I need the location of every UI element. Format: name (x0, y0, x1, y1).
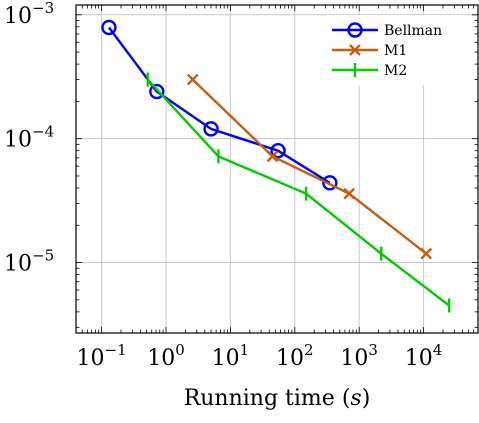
series-m1 (186, 73, 433, 260)
legend-entry: M1 (332, 43, 407, 59)
x-tick-label: 103 (340, 341, 378, 371)
series-m2 (146, 72, 451, 313)
x-tick-label: 10−1 (77, 341, 127, 371)
series-line-m1 (191, 78, 427, 255)
x-axis-label-text: Running time (184, 386, 335, 411)
x-tick-labels: 10−1 100 101 102 103 104 (77, 341, 443, 371)
x-tick-label-base: 10 (405, 346, 433, 371)
x-tick-label-exponent: 3 (368, 341, 378, 359)
x-tick-label-exponent: 0 (175, 341, 185, 359)
x-tick-label: 104 (405, 341, 443, 371)
x-tick-label-exponent: 2 (304, 341, 314, 359)
legend-label: M1 (384, 43, 407, 59)
x-tick-label: 100 (147, 341, 185, 371)
legend-label: Bellman (384, 23, 442, 39)
data-point-m1 (420, 247, 433, 260)
data-point-m1 (266, 150, 279, 163)
data-point-m1 (343, 187, 356, 200)
y-tick-label-base: 10 (4, 128, 32, 153)
x-tick-label-exponent: 1 (240, 341, 250, 359)
y-tick-label: 10−4 (4, 123, 54, 153)
x-tick-label: 102 (276, 341, 314, 371)
y-tick-label-exponent: −5 (32, 247, 54, 265)
y-tick-label: 10−5 (4, 247, 54, 277)
legend-marker (349, 44, 361, 56)
plot-frame (75, 4, 479, 334)
x-tick-label-base: 10 (77, 346, 105, 371)
x-tick-label-exponent: 4 (433, 341, 443, 359)
y-tick-label-base: 10 (4, 4, 32, 29)
data-point-m1 (186, 73, 199, 86)
x-axis-label: Running time (s) (184, 386, 371, 411)
series (101, 19, 451, 313)
legend-label: M2 (384, 63, 407, 79)
x-tick-label-base: 10 (147, 346, 175, 371)
series-bellman (101, 19, 338, 191)
x-axis-label-unit: s (350, 386, 361, 411)
x-axis-label-close-paren: ) (362, 386, 371, 411)
y-tick-labels: 10−510−410−3 (4, 0, 54, 277)
legend: Bellman M1 M2 (326, 15, 466, 85)
x-axis-label-open-paren: ( (342, 386, 351, 411)
series-line-m2 (146, 78, 450, 307)
data-point-bellman (149, 83, 165, 100)
data-point-bellman (270, 142, 286, 159)
y-tick-label-exponent: −4 (32, 123, 54, 141)
y-tick-label: 10−3 (4, 0, 54, 29)
legend-entry: M2 (332, 63, 407, 79)
data-point-bellman (203, 121, 219, 137)
x-tick-label-base: 10 (212, 346, 240, 371)
y-tick-label-exponent: −3 (32, 0, 54, 17)
x-tick-label-base: 10 (340, 346, 368, 371)
series-line-bellman (107, 26, 331, 184)
legend-marker (347, 22, 363, 38)
x-tick-label: 101 (212, 341, 250, 371)
x-tick-label-base: 10 (276, 346, 304, 371)
data-point-bellman (322, 175, 338, 191)
legend-entry: Bellman (332, 22, 442, 39)
y-tick-label-base: 10 (4, 252, 32, 277)
x-tick-label-exponent: −1 (105, 341, 127, 359)
data-point-bellman (101, 19, 117, 36)
